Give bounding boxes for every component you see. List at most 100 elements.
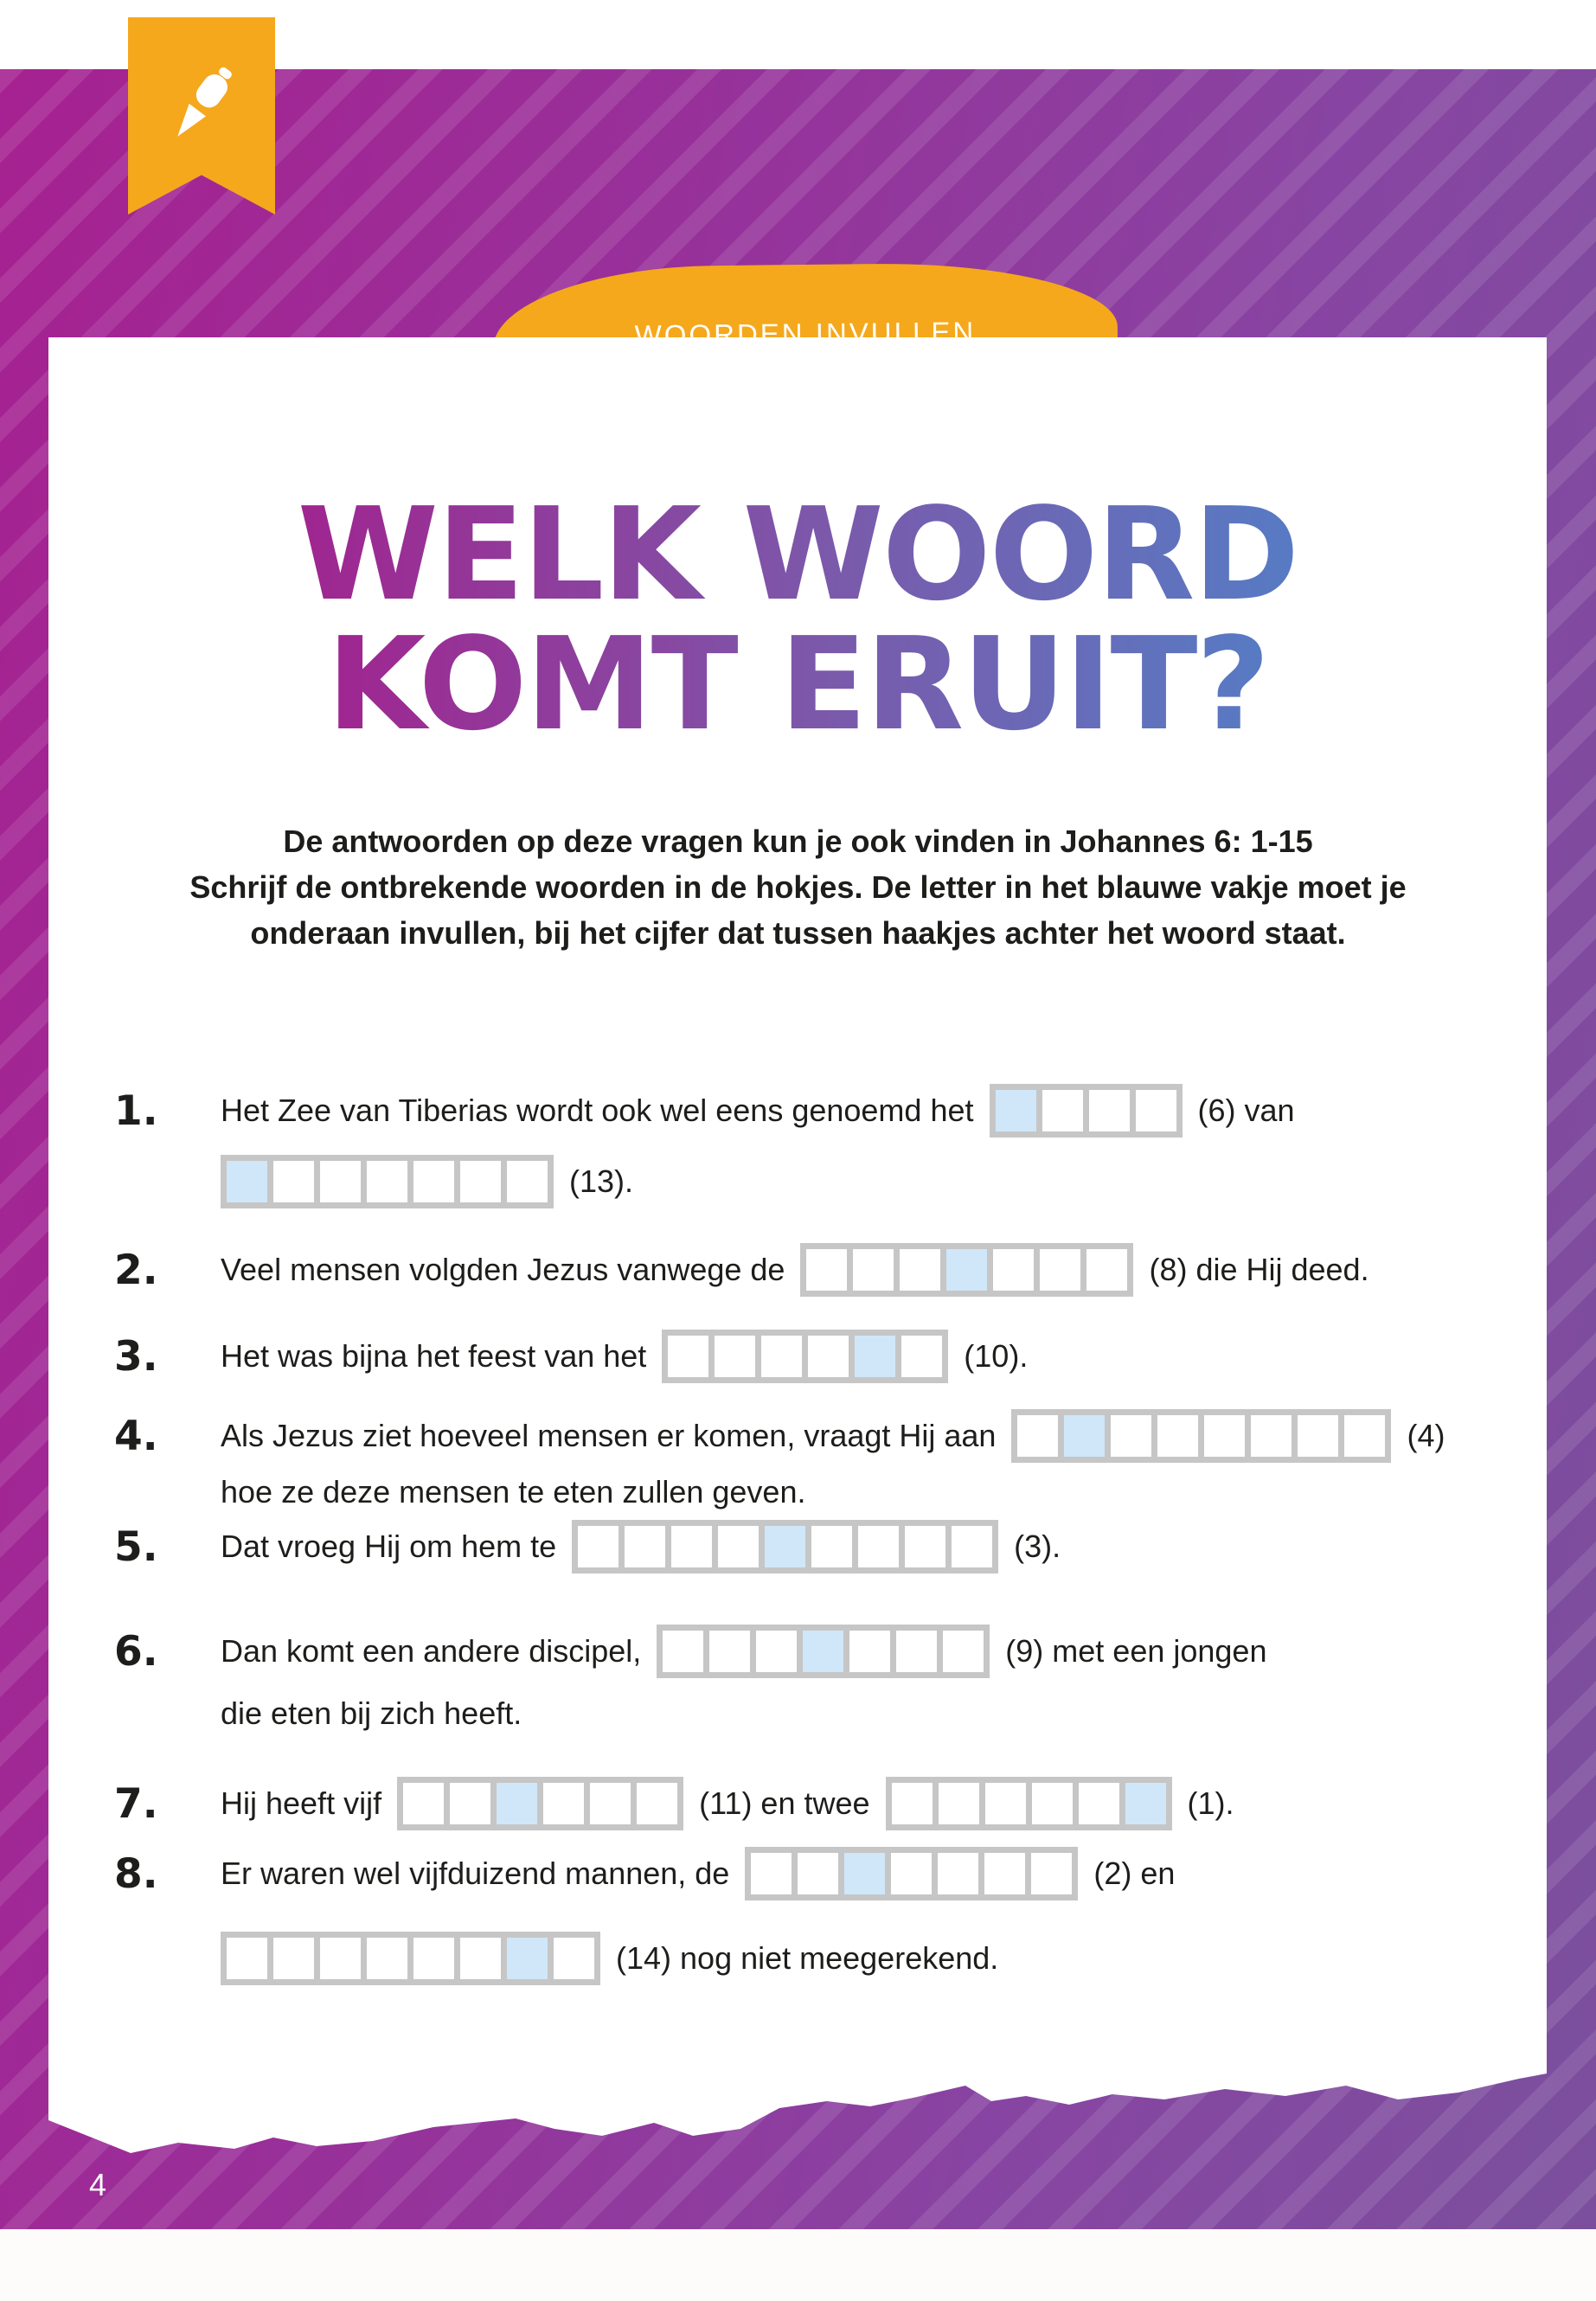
answer-cell[interactable] [403, 1783, 445, 1824]
answer-cell[interactable] [943, 1631, 984, 1672]
question-row: Veel mensen volgden Jezus vanwege de (8) … [221, 1243, 1369, 1297]
answer-cell[interactable] [905, 1526, 946, 1567]
answer-cell[interactable] [718, 1526, 760, 1567]
answer-cell[interactable] [709, 1631, 751, 1672]
question-text: Er waren wel vijfduizend mannen, de [221, 1856, 730, 1891]
question-row: Hij heeft vijf (11) en twee (1). [221, 1777, 1234, 1830]
answer-cell[interactable] [1135, 1090, 1176, 1131]
question-text: (1). [1187, 1785, 1234, 1821]
question-text: (11) en twee [699, 1785, 870, 1821]
answer-cell[interactable] [811, 1526, 853, 1567]
answer-cell[interactable] [891, 1853, 933, 1894]
answer-boxes [221, 1932, 600, 1985]
answer-cell[interactable] [806, 1249, 848, 1291]
answer-cell[interactable] [1017, 1415, 1059, 1457]
answer-cell[interactable] [891, 1783, 933, 1824]
answer-cell[interactable] [1251, 1415, 1292, 1457]
question-row: Als Jezus ziet hoeveel mensen er komen, … [221, 1409, 1445, 1463]
answer-cell-blue[interactable] [497, 1783, 538, 1824]
answer-cell[interactable] [320, 1161, 361, 1202]
answer-cell[interactable] [460, 1161, 501, 1202]
answer-cell[interactable] [1298, 1415, 1339, 1457]
question-text: hoe ze deze mensen te eten zullen geven. [221, 1474, 806, 1509]
answer-cell[interactable] [938, 1783, 979, 1824]
answer-cell[interactable] [858, 1526, 900, 1567]
answer-cell[interactable] [554, 1938, 594, 1979]
answer-cell[interactable] [578, 1526, 619, 1567]
answer-cell[interactable] [668, 1336, 709, 1377]
answer-cell[interactable] [984, 1783, 1026, 1824]
question-text: Dan komt een andere discipel, [221, 1633, 642, 1669]
answer-cell[interactable] [1157, 1415, 1199, 1457]
answer-cell-blue[interactable] [1125, 1783, 1166, 1824]
question-number-1: 1. [114, 1086, 158, 1135]
answer-cell[interactable] [993, 1249, 1035, 1291]
answer-cell[interactable] [1031, 1853, 1073, 1894]
answer-cell-blue[interactable] [844, 1853, 886, 1894]
answer-cell[interactable] [1086, 1249, 1128, 1291]
answer-cell[interactable] [853, 1249, 894, 1291]
answer-cell[interactable] [663, 1631, 704, 1672]
answer-cell[interactable] [637, 1783, 678, 1824]
answer-cell[interactable] [590, 1783, 631, 1824]
answer-cell[interactable] [320, 1938, 361, 1979]
answer-cell[interactable] [1078, 1783, 1119, 1824]
answer-cell[interactable] [952, 1526, 993, 1567]
answer-cell[interactable] [450, 1783, 491, 1824]
answer-boxes [989, 1084, 1183, 1138]
question-text: (14) nog niet meegerekend. [616, 1940, 999, 1976]
answer-cell[interactable] [1040, 1249, 1081, 1291]
answer-cell-blue[interactable] [855, 1336, 896, 1377]
answer-cell[interactable] [761, 1336, 803, 1377]
answer-cell[interactable] [413, 1938, 454, 1979]
question-text: Het Zee van Tiberias wordt ook wel eens … [221, 1093, 974, 1128]
answer-cell[interactable] [798, 1853, 839, 1894]
question-number-6: 6. [114, 1627, 158, 1676]
answer-cell[interactable] [808, 1336, 849, 1377]
answer-cell[interactable] [227, 1938, 267, 1979]
answer-cell-blue[interactable] [995, 1090, 1036, 1131]
instructions: De antwoorden op deze vragen kun je ook … [104, 818, 1492, 956]
answer-cell-blue[interactable] [507, 1938, 548, 1979]
answer-cell[interactable] [367, 1161, 407, 1202]
answer-cell[interactable] [413, 1161, 454, 1202]
answer-cell[interactable] [901, 1336, 943, 1377]
answer-cell[interactable] [715, 1336, 756, 1377]
answer-cell[interactable] [273, 1938, 314, 1979]
answer-cell[interactable] [896, 1631, 938, 1672]
answer-cell[interactable] [938, 1853, 979, 1894]
question-text: (13). [569, 1163, 634, 1199]
answer-cell[interactable] [1111, 1415, 1152, 1457]
question-number-3: 3. [114, 1332, 158, 1381]
answer-cell[interactable] [984, 1853, 1026, 1894]
question-text: (2) en [1093, 1856, 1176, 1891]
answer-cell[interactable] [756, 1631, 798, 1672]
answer-cell[interactable] [460, 1938, 501, 1979]
answer-cell[interactable] [367, 1938, 407, 1979]
answer-cell[interactable] [625, 1526, 666, 1567]
answer-cell-blue[interactable] [803, 1631, 844, 1672]
answer-cell[interactable] [751, 1853, 792, 1894]
question-row: Dat vroeg Hij om hem te (3). [221, 1520, 1061, 1574]
answer-cell[interactable] [273, 1161, 314, 1202]
answer-cell[interactable] [1042, 1090, 1083, 1131]
answer-cell-blue[interactable] [227, 1161, 267, 1202]
answer-cell[interactable] [1088, 1090, 1130, 1131]
question-text: Als Jezus ziet hoeveel mensen er komen, … [221, 1418, 997, 1453]
answer-cell-blue[interactable] [765, 1526, 806, 1567]
question-number-4: 4. [114, 1412, 158, 1460]
answer-cell[interactable] [900, 1249, 941, 1291]
answer-cell[interactable] [671, 1526, 713, 1567]
page-title: WELK WOORD KOMT ERUIT? [48, 490, 1547, 749]
question-text: Hij heeft vijf [221, 1785, 382, 1821]
answer-cell[interactable] [507, 1161, 548, 1202]
answer-cell-blue[interactable] [1064, 1415, 1106, 1457]
answer-cell[interactable] [1204, 1415, 1246, 1457]
question-text: (4) [1407, 1418, 1445, 1453]
answer-cell[interactable] [1344, 1415, 1386, 1457]
answer-cell[interactable] [543, 1783, 585, 1824]
question-number-5: 5. [114, 1522, 158, 1571]
answer-cell-blue[interactable] [946, 1249, 988, 1291]
answer-cell[interactable] [1031, 1783, 1073, 1824]
answer-cell[interactable] [849, 1631, 891, 1672]
